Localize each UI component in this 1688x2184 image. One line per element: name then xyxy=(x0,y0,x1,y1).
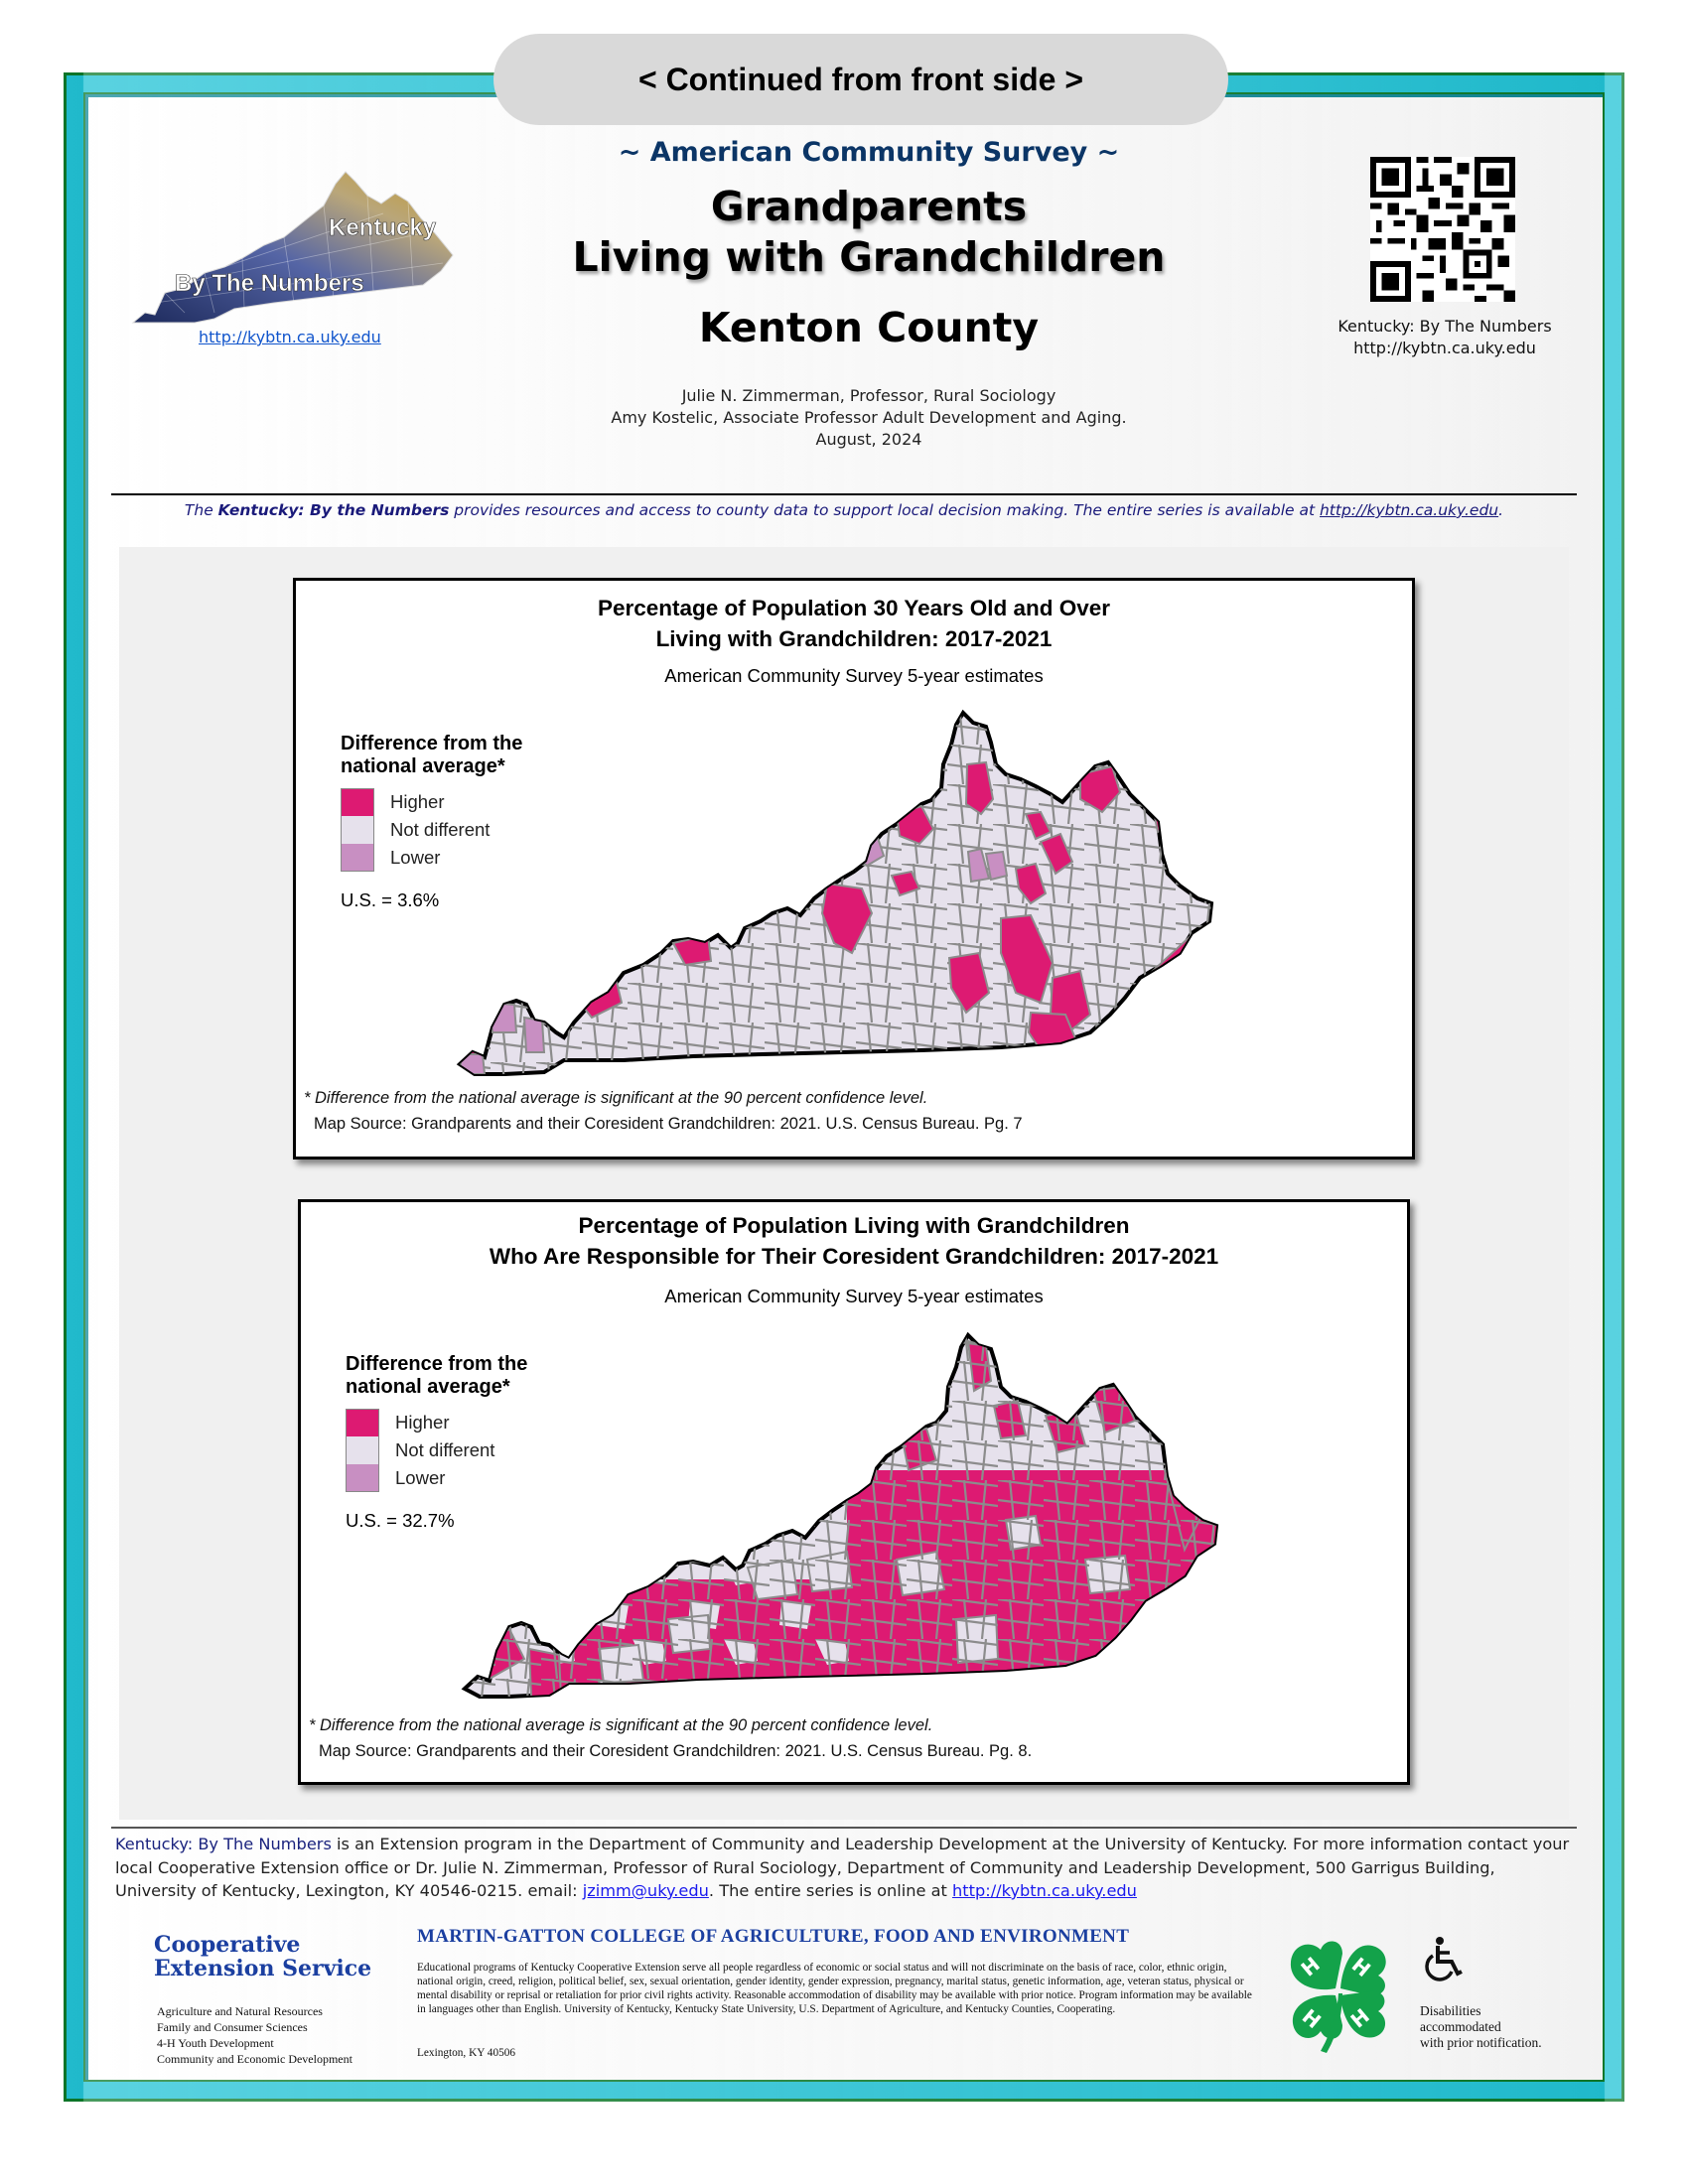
map-title: Percentage of Population Living with Gra… xyxy=(301,1210,1407,1272)
continued-banner: < Continued from front side > xyxy=(493,34,1228,125)
legend-title-line2: national average* xyxy=(341,755,505,777)
swatch-lower xyxy=(346,1464,379,1492)
ces-logo-title: Cooperative Extension Service xyxy=(154,1933,371,1980)
series-tagline: The Kentucky: By the Numbers provides re… xyxy=(111,501,1577,519)
legend-label: Lower xyxy=(395,1467,446,1488)
map-subtitle: American Community Survey 5-year estimat… xyxy=(664,665,1044,686)
logo-text-kentucky: Kentucky xyxy=(329,214,437,241)
kentucky-county-map xyxy=(456,709,1214,1076)
qr-caption: Kentucky: By The Numbers http://kybtn.ca… xyxy=(1321,316,1569,359)
footer-text-1: is an Extension program in the Departmen… xyxy=(115,1835,1570,1900)
tagline-suffix: . xyxy=(1498,501,1504,519)
college-title: MARTIN-GATTON COLLEGE OF AGRICULTURE, FO… xyxy=(417,1926,1130,1947)
map-title: Percentage of Population 30 Years Old an… xyxy=(296,593,1412,654)
qr-caption-title: Kentucky: By The Numbers xyxy=(1337,317,1552,336)
publication-date: August, 2024 xyxy=(815,429,922,449)
disability-line3: with prior notification. xyxy=(1420,2035,1542,2050)
author-1: Julie N. Zimmerman, Professor, Rural Soc… xyxy=(681,385,1056,405)
legend-item-lower: Lower xyxy=(346,1464,527,1492)
legend-label: Lower xyxy=(390,847,441,868)
legend-title: Difference from the national average* xyxy=(346,1353,527,1399)
authors-block: Julie N. Zimmerman, Professor, Rural Soc… xyxy=(536,385,1201,451)
map-legend: Difference from the national average* Hi… xyxy=(346,1353,527,1532)
college-address: Lexington, KY 40506 xyxy=(417,2047,516,2059)
map-source: Map Source: Grandparents and their Cores… xyxy=(319,1742,1033,1760)
ces-program: Community and Economic Development xyxy=(157,2052,352,2066)
page-header: ~ American Community Survey ~ Grandparen… xyxy=(536,137,1201,451)
map-title-line1: Percentage of Population 30 Years Old an… xyxy=(597,596,1110,620)
swatch-higher xyxy=(341,788,374,816)
footer-info: Kentucky: By The Numbers is an Extension… xyxy=(115,1833,1577,1903)
survey-label: ~ American Community Survey ~ xyxy=(618,137,1120,168)
legend-label: Higher xyxy=(395,1412,450,1433)
map-subtitle: American Community Survey 5-year estimat… xyxy=(664,1286,1044,1306)
county-name: Kenton County xyxy=(698,303,1040,351)
wheelchair-accessibility-icon xyxy=(1425,1937,1463,1981)
legend-title: Difference from the national average* xyxy=(341,733,522,778)
map-card-grandparents-30plus: Percentage of Population 30 Years Old an… xyxy=(293,578,1415,1160)
continued-banner-label: < Continued from front side > xyxy=(637,61,1083,97)
author-2: Amy Kostelic, Associate Professor Adult … xyxy=(611,407,1127,427)
legend-item-not-different: Not different xyxy=(341,816,522,844)
us-average-value: U.S. = 32.7% xyxy=(346,1510,455,1531)
footer-email-link[interactable]: jzimm@uky.edu xyxy=(582,1881,709,1900)
map-title-line2: Who Are Responsible for Their Coresident… xyxy=(489,1244,1219,1269)
footer-brand: Kentucky: By The Numbers xyxy=(115,1835,332,1853)
legend-item-higher: Higher xyxy=(341,788,522,816)
map-footnote: * Difference from the national average i… xyxy=(309,1716,933,1734)
legend-title-line1: Difference from the xyxy=(346,1353,528,1375)
legend-item-higher: Higher xyxy=(346,1409,527,1436)
tagline-brand: Kentucky: By the Numbers xyxy=(217,501,450,519)
header-divider xyxy=(111,493,1577,495)
page-title-line1: Grandparents xyxy=(710,183,1028,230)
legend-label: Not different xyxy=(395,1439,495,1460)
map-title-line1: Percentage of Population Living with Gra… xyxy=(578,1213,1130,1238)
qr-caption-url: http://kybtn.ca.uky.edu xyxy=(1353,339,1536,357)
disability-notice: Disabilities accommodated with prior not… xyxy=(1420,2003,1542,2051)
map-legend: Difference from the national average* Hi… xyxy=(341,733,522,911)
kentucky-by-the-numbers-logo: Kentucky By The Numbers xyxy=(131,171,454,324)
swatch-not-different xyxy=(346,1436,379,1464)
legend-item-not-different: Not different xyxy=(346,1436,527,1464)
kentucky-county-map xyxy=(461,1331,1219,1699)
swatch-higher xyxy=(346,1409,379,1436)
page-title-line2: Living with Grandchildren xyxy=(572,233,1166,282)
tagline-text: provides resources and access to county … xyxy=(449,501,1320,519)
ces-program: 4-H Youth Development xyxy=(157,2036,274,2050)
legend-label: Not different xyxy=(390,819,491,840)
disability-line2: accommodated xyxy=(1420,2019,1501,2034)
legend-title-line1: Difference from the xyxy=(341,733,523,754)
ces-title-line1: Cooperative xyxy=(154,1932,301,1958)
tagline-link[interactable]: http://kybtn.ca.uky.edu xyxy=(1319,501,1499,519)
map-title-line2: Living with Grandchildren: 2017-2021 xyxy=(655,626,1053,651)
ces-program-list: Agriculture and Natural Resources Family… xyxy=(157,2003,352,2067)
us-average-value: U.S. = 3.6% xyxy=(341,889,440,910)
ces-title-line2: Extension Service xyxy=(154,1956,372,1981)
ces-program: Family and Consumer Sciences xyxy=(157,2020,308,2034)
footer-divider xyxy=(111,1827,1577,1829)
footer-series-link[interactable]: http://kybtn.ca.uky.edu xyxy=(952,1881,1137,1900)
qr-code[interactable] xyxy=(1370,157,1515,302)
swatch-not-different xyxy=(341,816,374,844)
legend-item-lower: Lower xyxy=(341,844,522,872)
map-source: Map Source: Grandparents and their Cores… xyxy=(314,1115,1023,1133)
map-card-grandparents-responsible: Percentage of Population Living with Gra… xyxy=(298,1199,1410,1785)
tagline-prefix: The xyxy=(184,501,218,519)
legend-label: Higher xyxy=(390,791,445,812)
ces-program: Agriculture and Natural Resources xyxy=(157,2004,323,2018)
nondiscrimination-statement: Educational programs of Kentucky Coopera… xyxy=(417,1962,1252,2015)
logo-url-link[interactable]: http://kybtn.ca.uky.edu xyxy=(199,328,381,346)
swatch-lower xyxy=(341,844,374,872)
footer-text-2: . The entire series is online at xyxy=(708,1881,953,1900)
disability-line1: Disabilities xyxy=(1420,2003,1481,2018)
legend-title-line2: national average* xyxy=(346,1376,510,1398)
map-footnote: * Difference from the national average i… xyxy=(304,1089,928,1107)
4h-clover-icon: H H H H xyxy=(1290,1941,1386,2053)
logo-text-by-the-numbers: By The Numbers xyxy=(175,270,364,297)
